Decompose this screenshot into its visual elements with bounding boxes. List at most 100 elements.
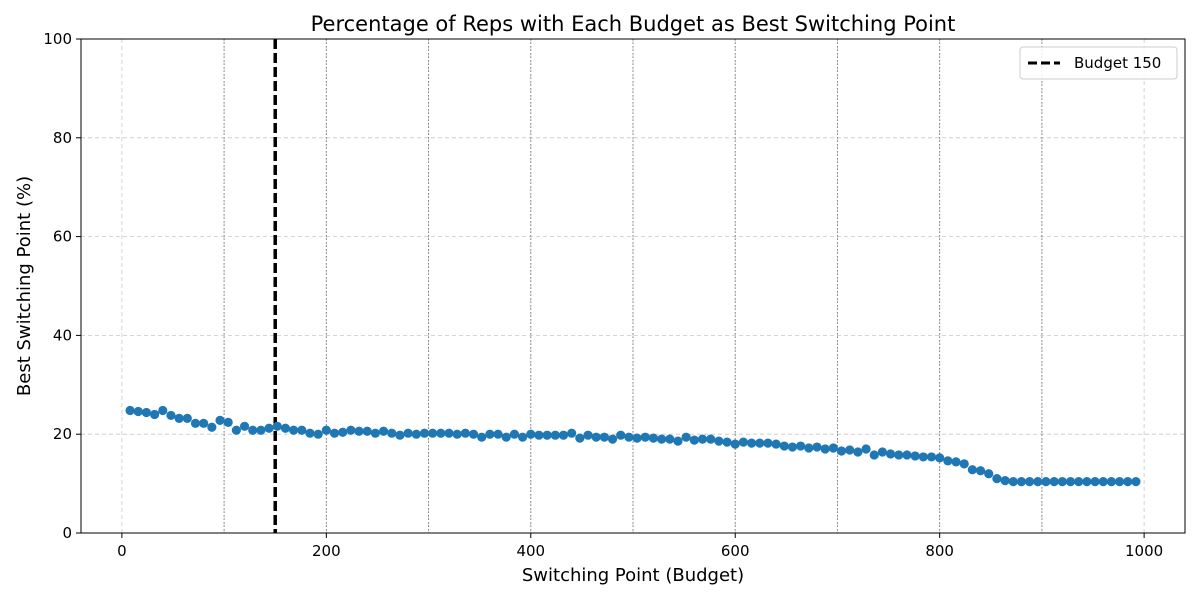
data-point <box>468 429 479 439</box>
data-point <box>207 422 217 432</box>
y-tick-label: 60 <box>53 228 72 246</box>
legend: Budget 150 <box>1019 46 1178 80</box>
data-point <box>1074 477 1084 487</box>
data-point <box>918 452 928 462</box>
legend-box <box>1019 46 1178 80</box>
grid <box>81 38 1185 534</box>
y-tick-label: 100 <box>43 30 72 48</box>
data-point <box>697 434 708 444</box>
data-point <box>1082 477 1092 487</box>
y-tick-label: 80 <box>53 129 72 147</box>
data-point <box>738 437 749 447</box>
data-point <box>133 406 143 417</box>
data-point <box>599 432 609 442</box>
data-point <box>984 469 994 479</box>
data-point <box>869 450 879 460</box>
data-point <box>158 405 168 416</box>
data-point <box>313 429 323 439</box>
data-point <box>1114 477 1125 487</box>
data-point <box>1033 477 1043 487</box>
data-point <box>910 451 920 461</box>
data-point <box>681 432 691 442</box>
data-point <box>820 444 830 454</box>
data-point <box>567 428 577 438</box>
data-point <box>796 441 806 451</box>
data-point <box>861 444 871 454</box>
data-point <box>338 427 348 437</box>
data-point <box>804 443 814 453</box>
data-point <box>746 438 757 448</box>
data-point <box>673 436 683 446</box>
data-point <box>967 465 977 475</box>
data-point <box>951 457 961 467</box>
data-point <box>362 426 372 436</box>
data-point <box>755 438 765 448</box>
data-point <box>853 447 863 457</box>
data-point <box>877 447 888 457</box>
data-point <box>828 443 838 453</box>
data-point <box>1025 477 1035 487</box>
data-point <box>975 466 986 476</box>
legend-label: Budget 150 <box>1074 54 1161 72</box>
data-point <box>215 415 225 425</box>
data-point <box>657 434 667 444</box>
data-point <box>518 432 528 442</box>
data-point <box>583 430 593 440</box>
data-point <box>166 410 176 421</box>
data-point <box>1016 477 1027 487</box>
data-point <box>787 442 798 452</box>
data-point <box>150 409 160 420</box>
data-point <box>477 432 487 442</box>
data-point <box>411 429 421 439</box>
data-point <box>346 425 356 435</box>
x-axis-label: Switching Point (Budget) <box>522 565 744 586</box>
data-point <box>174 413 184 423</box>
data-point <box>959 459 969 469</box>
data-point <box>378 426 389 436</box>
data-point <box>493 429 503 439</box>
data-point <box>395 430 405 440</box>
data-point <box>771 439 781 449</box>
data-point <box>812 442 822 452</box>
data-point <box>305 428 315 438</box>
data-point <box>624 432 634 442</box>
data-point <box>550 430 560 440</box>
data-point <box>501 432 511 442</box>
data-point <box>926 452 937 462</box>
data-point <box>591 432 601 442</box>
data-point <box>452 429 462 439</box>
x-tick-label: 800 <box>925 542 954 560</box>
data-point <box>1041 477 1051 487</box>
data-point <box>256 425 266 435</box>
data-point <box>607 434 618 444</box>
data-point <box>460 428 470 438</box>
data-point <box>943 456 953 466</box>
data-point <box>1123 477 1133 487</box>
data-point <box>894 450 904 460</box>
x-tick-label: 400 <box>516 542 545 560</box>
data-point <box>321 425 331 435</box>
x-tick-label: 0 <box>117 542 127 560</box>
chart-title: Percentage of Reps with Each Budget as B… <box>311 12 956 36</box>
y-tick-label: 40 <box>53 326 72 344</box>
y-tick-label: 0 <box>62 524 72 542</box>
data-point <box>444 428 454 438</box>
data-point <box>902 450 912 460</box>
data-point <box>1131 477 1141 487</box>
x-tick-label: 1000 <box>1125 542 1163 560</box>
data-point <box>534 430 544 440</box>
data-point <box>125 405 135 416</box>
data-point <box>648 433 659 443</box>
data-point <box>329 428 340 438</box>
data-point <box>436 428 446 438</box>
data-point <box>763 438 773 448</box>
y-axis-label: Best Switching Point (%) <box>14 176 35 396</box>
data-point <box>182 413 192 423</box>
data-point <box>558 430 569 440</box>
data-point <box>1057 477 1067 487</box>
data-point <box>706 434 716 444</box>
data-point <box>722 437 732 447</box>
